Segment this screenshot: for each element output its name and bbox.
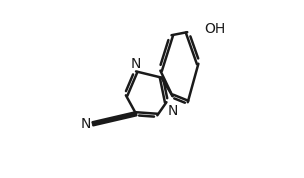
Text: N: N	[81, 117, 91, 131]
Text: N: N	[167, 104, 178, 118]
Text: OH: OH	[204, 22, 225, 36]
Text: N: N	[131, 57, 141, 70]
